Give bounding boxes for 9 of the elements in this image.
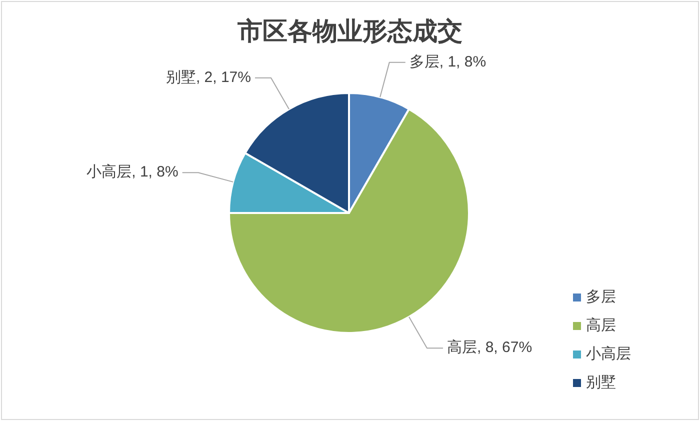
legend-label: 别墅 (586, 374, 616, 391)
title: 市区各物业形态成交 (238, 18, 462, 46)
data-label: 别墅, 2, 17% (166, 68, 251, 86)
legend-label: 小高层 (586, 345, 631, 362)
data-label: 多层, 1, 8% (409, 53, 486, 70)
data-label: 小高层, 1, 8% (86, 164, 178, 181)
legend-label: 高层 (586, 316, 616, 334)
data-label: 高层, 8, 67% (447, 339, 532, 356)
legend-label: 多层 (586, 288, 616, 306)
